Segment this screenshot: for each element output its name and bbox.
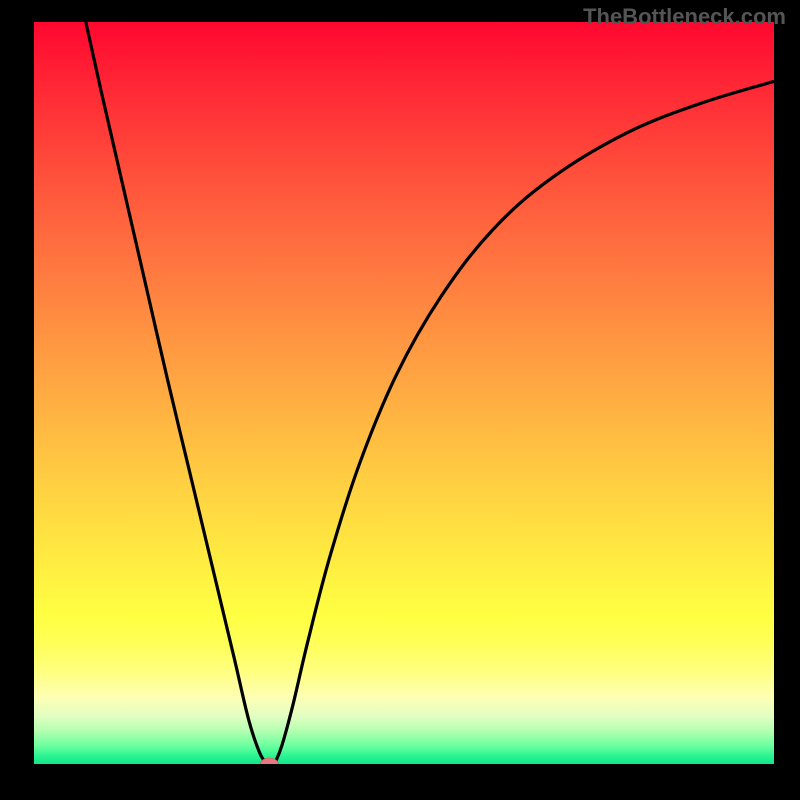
chart-container: TheBottleneck.com [0, 0, 800, 800]
plot-background [34, 22, 774, 764]
bottleneck-chart [0, 0, 800, 800]
watermark-text: TheBottleneck.com [583, 4, 786, 30]
